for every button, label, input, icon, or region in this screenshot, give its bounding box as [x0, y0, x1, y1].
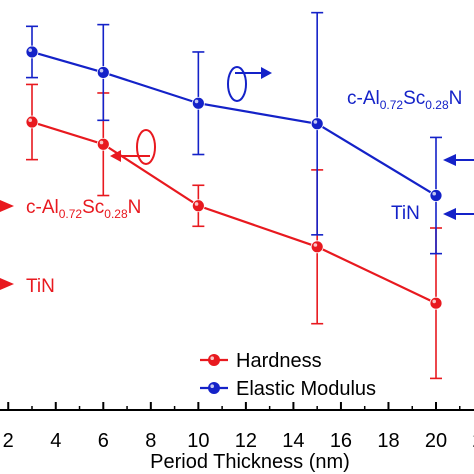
ref-arrow-hardness-alscn — [0, 200, 14, 212]
series-1 — [25, 11, 443, 255]
ref-arrowhead-modulus-tin — [443, 208, 456, 220]
chart-legend: Hardness Elastic Modulus — [200, 350, 376, 400]
x-tick-label: 20 — [425, 430, 447, 452]
modulus-ref-alscn-label: c-Al0.72Sc0.28N — [347, 88, 462, 112]
data-point — [429, 189, 443, 202]
data-point — [310, 117, 324, 131]
data-point-highlight — [194, 202, 199, 206]
legend-marker-highlight — [210, 356, 214, 361]
chart-axes: 2 4 6 8 10 12 14 16 18 20 22 Period Thickness (nm) — [0, 402, 474, 473]
x-tick-label: 6 — [98, 430, 109, 452]
modulus-axis-ellipse — [227, 66, 247, 102]
modulus-axis-arrowhead — [261, 67, 272, 79]
x-tick-label: 8 — [145, 430, 156, 452]
legend-marker — [208, 354, 220, 366]
data-point-highlight — [99, 68, 104, 73]
data-point-highlight — [313, 120, 318, 124]
data-point — [96, 137, 110, 151]
hardness-axis-arrowhead — [110, 150, 121, 162]
series-0 — [25, 83, 443, 380]
x-tick-label: 10 — [187, 430, 209, 452]
hardness-axis-ellipse — [136, 129, 156, 165]
chart-series — [25, 11, 443, 380]
x-tick-label: 14 — [282, 430, 304, 452]
x-tick-label: 22 — [472, 430, 474, 452]
chart-annotations: c-Al0.72Sc0.28N TiN c-Al0.72Sc0.28N TiN — [0, 66, 474, 297]
data-point-highlight — [28, 48, 32, 52]
x-tick-label: 12 — [235, 430, 257, 452]
data-point-highlight — [194, 99, 199, 104]
hardness-ref-tin-label: TiN — [26, 276, 55, 297]
data-point — [191, 199, 205, 213]
data-point-highlight — [432, 299, 437, 304]
hardness-ref-alscn-label: c-Al0.72Sc0.28N — [26, 197, 141, 221]
ref-arrow-hardness-tin — [0, 278, 14, 290]
x-tick-label: 16 — [330, 430, 352, 452]
x-tick-label: 2 — [3, 430, 14, 452]
legend-marker — [208, 382, 220, 394]
ref-arrowhead-modulus-alscn — [443, 154, 456, 166]
x-tick-label: 18 — [377, 430, 399, 452]
data-point — [429, 296, 443, 310]
data-point — [191, 96, 205, 110]
legend-label: Hardness — [236, 350, 322, 372]
data-point-highlight — [28, 118, 32, 123]
series-line — [31, 50, 437, 197]
data-point — [310, 240, 324, 254]
data-point — [25, 115, 39, 129]
data-point-highlight — [432, 191, 437, 196]
legend-label: Elastic Modulus — [236, 378, 376, 400]
modulus-ref-tin-label: TiN — [391, 203, 420, 224]
legend-marker-highlight — [210, 384, 214, 389]
x-tick-label: 4 — [50, 430, 61, 452]
data-point-highlight — [99, 140, 104, 145]
data-point — [25, 45, 39, 59]
x-axis-title: Period Thickness (nm) — [150, 451, 350, 473]
data-point — [96, 66, 110, 79]
data-point-highlight — [313, 243, 318, 247]
